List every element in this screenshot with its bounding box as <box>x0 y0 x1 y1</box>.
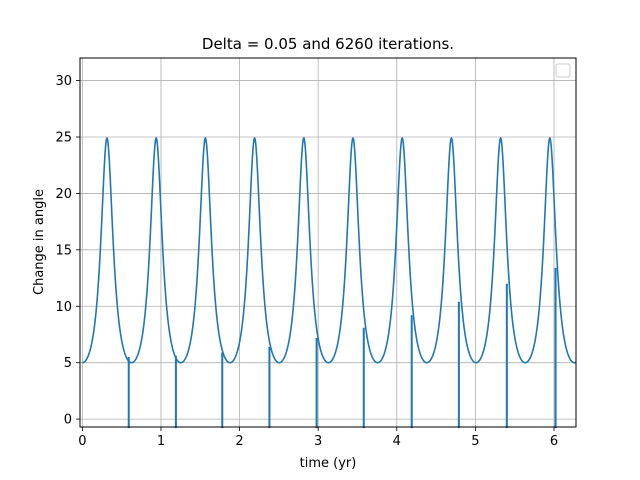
x-tick-label: 2 <box>235 434 243 449</box>
x-tick-label: 5 <box>471 434 479 449</box>
series-line <box>82 137 576 364</box>
chart-title: Delta = 0.05 and 6260 iterations. <box>202 35 454 53</box>
y-tick-label: 30 <box>55 74 72 89</box>
plot-frame <box>79 57 577 428</box>
y-axis-label: Change in angle <box>32 189 47 295</box>
series-group <box>82 137 576 429</box>
y-tick-label: 0 <box>64 413 72 428</box>
y-tick-label: 5 <box>64 356 72 371</box>
x-tick-label: 1 <box>157 434 165 449</box>
y-tick-label: 15 <box>55 243 72 258</box>
y-tick-label: 20 <box>55 187 72 202</box>
y-tick-label: 10 <box>55 300 72 315</box>
y-tick-label: 25 <box>55 130 72 145</box>
x-axis-label: time (yr) <box>300 456 357 471</box>
x-tick-label: 4 <box>393 434 401 449</box>
x-tick-label: 0 <box>78 434 86 449</box>
x-tick-label: 3 <box>314 434 322 449</box>
legend-box <box>555 63 571 78</box>
x-tick-label: 6 <box>550 434 558 449</box>
ticks: 0 1 2 3 4 5 6 0 5 10 15 20 25 30 <box>55 74 558 449</box>
